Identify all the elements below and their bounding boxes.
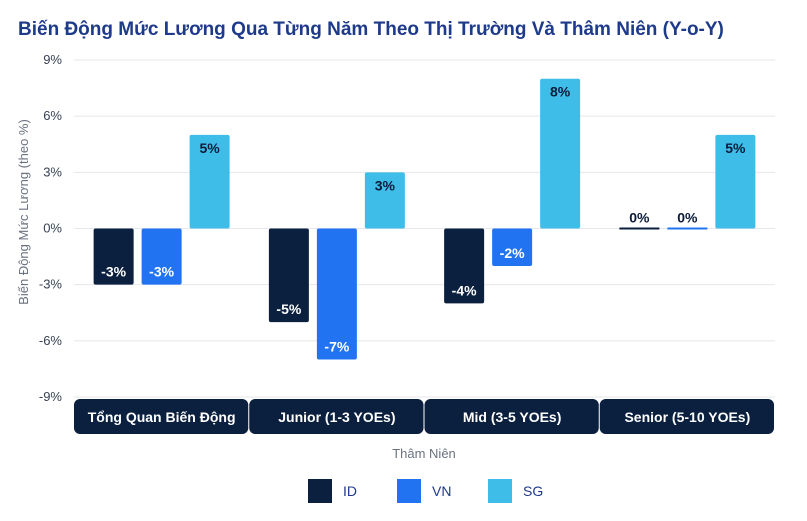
y-axis-ticks: 9% 6% 3% 0% -3% -6% -9% [39, 52, 63, 404]
bar-id [444, 228, 485, 304]
legend-swatch-vn [397, 479, 421, 503]
data-label: 8% [550, 84, 571, 100]
category-bands: Tổng Quan Biến Động Junior (1-3 YOEs) Mid … [74, 399, 774, 434]
bar-vn [492, 228, 533, 266]
bar-id [93, 228, 134, 285]
data-label: -3% [101, 264, 126, 280]
data-label: 0% [629, 210, 650, 226]
y-tick-label: 6% [43, 108, 62, 123]
data-label: 0% [677, 210, 698, 226]
legend-swatch-id [308, 479, 332, 503]
bar-id [268, 228, 309, 323]
category-label: Senior (5-10 YOEs) [624, 409, 750, 425]
bar-vn [667, 227, 708, 230]
category-label: Mid (3-5 YOEs) [463, 409, 562, 425]
bars: -3% -3% 5% -5% -7% 3% -4% -2% 8% 0% 0% 5% [93, 78, 756, 360]
data-label: 3% [375, 177, 396, 193]
legend: ID VN SG [308, 479, 543, 503]
bar-id [619, 227, 660, 230]
data-label: -5% [276, 301, 301, 317]
legend-label-id: ID [343, 483, 357, 499]
y-tick-label: -3% [39, 277, 63, 292]
bar-vn [141, 228, 182, 285]
data-label: -2% [500, 245, 525, 261]
category-label: Tổng Quan Biến Động [88, 409, 236, 425]
category-band [249, 399, 424, 434]
category-band [74, 399, 249, 434]
x-axis-label: Thâm Niên [392, 446, 456, 461]
data-label: -7% [324, 339, 349, 355]
category-band [599, 399, 774, 434]
bar-sg [189, 134, 230, 229]
bar-sg [540, 78, 581, 229]
bar-sg [364, 172, 405, 229]
category-label: Junior (1-3 YOEs) [278, 409, 395, 425]
y-tick-label: -6% [39, 333, 63, 348]
chart-title: Biến Động Mức Lương Qua Từng Năm Theo Th… [18, 19, 724, 40]
legend-swatch-sg [488, 479, 512, 503]
bar-sg [715, 134, 756, 229]
y-tick-label: 9% [43, 52, 62, 67]
data-label: 5% [200, 140, 221, 156]
y-tick-label: 3% [43, 164, 62, 179]
y-tick-label: 0% [43, 221, 62, 236]
data-label: 5% [725, 140, 746, 156]
data-label: -4% [452, 282, 477, 298]
legend-label-vn: VN [432, 483, 451, 499]
y-tick-label: -9% [39, 389, 63, 404]
y-axis-label: Biến Động Mức Lương (theo %) [16, 119, 31, 305]
legend-label-sg: SG [523, 483, 543, 499]
bar-vn [316, 228, 357, 360]
category-band [424, 399, 599, 434]
data-label: -3% [149, 264, 174, 280]
